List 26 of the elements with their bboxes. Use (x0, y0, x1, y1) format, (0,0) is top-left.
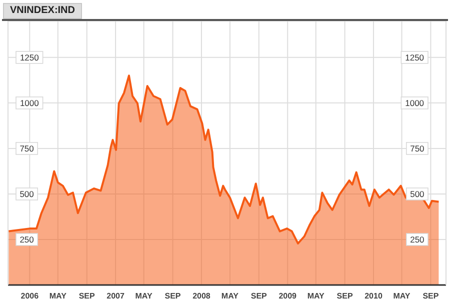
x-tick-label: 2008 (192, 292, 211, 301)
x-tick-label: MAY (135, 292, 153, 301)
x-tick-label: MAY (49, 292, 68, 301)
x-tick-label: SEP (250, 292, 268, 301)
y2-tick-label: 250 (410, 234, 425, 244)
x-tick-label: 2009 (278, 292, 298, 301)
x-tick-label: MAY (307, 292, 326, 301)
x-tick-label: SEP (422, 292, 440, 301)
y-tick-label: 1250 (20, 52, 40, 62)
y-tick-label: 750 (20, 143, 34, 154)
y-tick-label: 500 (20, 188, 34, 199)
chart-title: VNINDEX:IND (3, 3, 82, 19)
y2-tick-label: 1000 (405, 98, 424, 108)
x-tick-label: MAY (393, 292, 411, 301)
y2-tick-label: 750 (410, 143, 425, 154)
x-tick-label: 2006 (20, 292, 40, 301)
y-tick-label: 1000 (20, 98, 40, 108)
x-tick-label: MAY (221, 292, 240, 301)
x-tick-label: SEP (78, 292, 96, 301)
y2-tick-label: 1250 (405, 52, 424, 62)
x-tick-label: SEP (164, 292, 182, 301)
x-tick-label: SEP (336, 292, 354, 301)
y-tick-label: 250 (20, 234, 34, 244)
x-tick-label: 2007 (106, 292, 126, 301)
y2-tick-label: 500 (410, 188, 425, 199)
x-tick-label: 2010 (364, 292, 383, 301)
